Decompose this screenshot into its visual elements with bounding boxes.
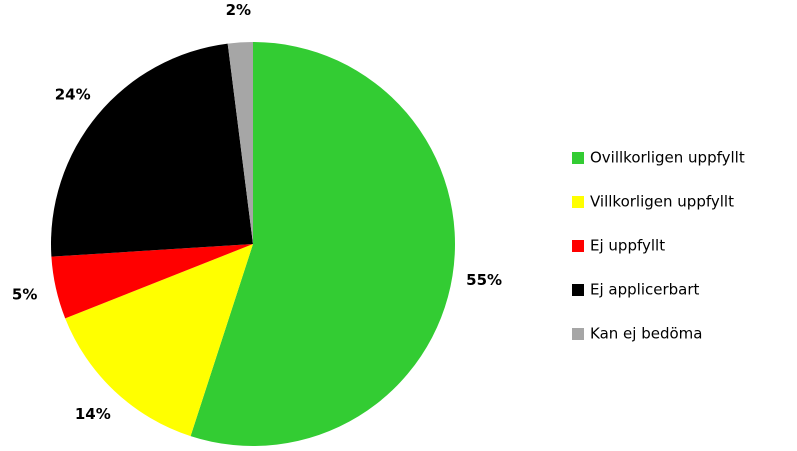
legend-swatch [572, 328, 584, 340]
legend-swatch [572, 240, 584, 252]
legend-label: Kan ej bedöma [590, 325, 702, 343]
data-label: 55% [466, 271, 502, 289]
legend-swatch [572, 196, 584, 208]
legend-label: Ej uppfyllt [590, 237, 665, 255]
pie-slice [190, 42, 456, 446]
legend-label: Villkorligen uppfyllt [590, 193, 734, 211]
data-label: 14% [75, 405, 111, 423]
legend-label: Ej applicerbart [590, 281, 700, 299]
pie-slice [50, 43, 253, 257]
pie-slice [51, 244, 253, 319]
data-label: 5% [12, 286, 37, 304]
legend-swatch [572, 284, 584, 296]
legend-swatch [572, 152, 584, 164]
data-label: 2% [226, 1, 251, 19]
data-label: 24% [55, 85, 91, 103]
pie-slice [227, 42, 253, 244]
legend-label: Ovillkorligen uppfyllt [590, 149, 745, 167]
pie-slice [65, 244, 253, 437]
